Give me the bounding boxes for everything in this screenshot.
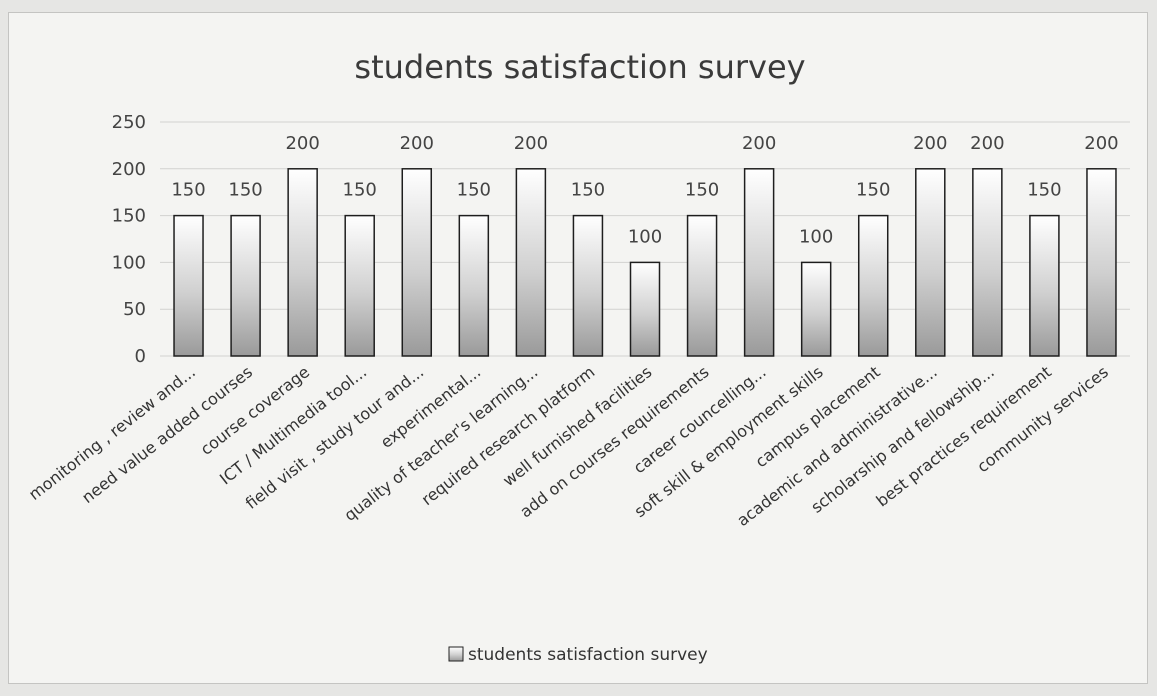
y-tick-label: 100 <box>112 252 146 273</box>
bar <box>458 214 490 357</box>
data-label: 150 <box>228 180 262 201</box>
bar <box>686 214 718 357</box>
bar <box>857 214 889 357</box>
bar <box>572 214 604 357</box>
data-label: 150 <box>457 180 491 201</box>
bar <box>629 261 661 357</box>
data-label: 200 <box>913 133 947 154</box>
y-tick-label: 150 <box>112 206 146 227</box>
chart-title: students satisfaction survey <box>354 48 805 86</box>
bar <box>1086 168 1117 357</box>
data-label: 200 <box>514 133 548 154</box>
data-label: 150 <box>571 180 605 201</box>
bar <box>515 168 547 357</box>
x-axis-labels: monitoring , review and...need value add… <box>25 362 1112 530</box>
legend-swatch <box>448 646 464 662</box>
y-axis-ticks: 0 50 100 150 200 250 <box>112 112 146 367</box>
bar <box>173 214 204 357</box>
data-labels: 150 150 200 150 200 150 200 150 100 150 200 100 150 2… <box>171 133 1118 248</box>
data-label: 150 <box>856 180 890 201</box>
legend: students satisfaction survey <box>448 645 708 665</box>
data-label: 150 <box>685 180 719 201</box>
data-label: 200 <box>400 133 434 154</box>
bar <box>800 261 832 357</box>
bar <box>401 168 433 357</box>
bar <box>287 168 318 357</box>
bar <box>230 214 261 357</box>
y-tick-label: 250 <box>112 112 146 133</box>
bar <box>972 168 1003 357</box>
gridlines <box>160 121 1130 357</box>
data-label: 200 <box>1084 133 1118 154</box>
y-tick-label: 0 <box>135 346 146 367</box>
data-label: 150 <box>1027 180 1061 201</box>
data-label: 100 <box>799 226 833 247</box>
data-label: 200 <box>970 133 1004 154</box>
data-label: 200 <box>285 133 319 154</box>
data-label: 150 <box>343 180 377 201</box>
y-tick-label: 50 <box>123 299 146 320</box>
bar <box>915 168 946 357</box>
legend-label: students satisfaction survey <box>468 645 708 665</box>
data-label: 150 <box>171 180 205 201</box>
bars <box>173 168 1117 357</box>
data-label: 200 <box>742 133 776 154</box>
y-tick-label: 200 <box>112 159 146 180</box>
data-label: 100 <box>628 226 662 247</box>
bar <box>1029 214 1060 357</box>
bar <box>743 168 775 357</box>
bar <box>344 214 375 357</box>
